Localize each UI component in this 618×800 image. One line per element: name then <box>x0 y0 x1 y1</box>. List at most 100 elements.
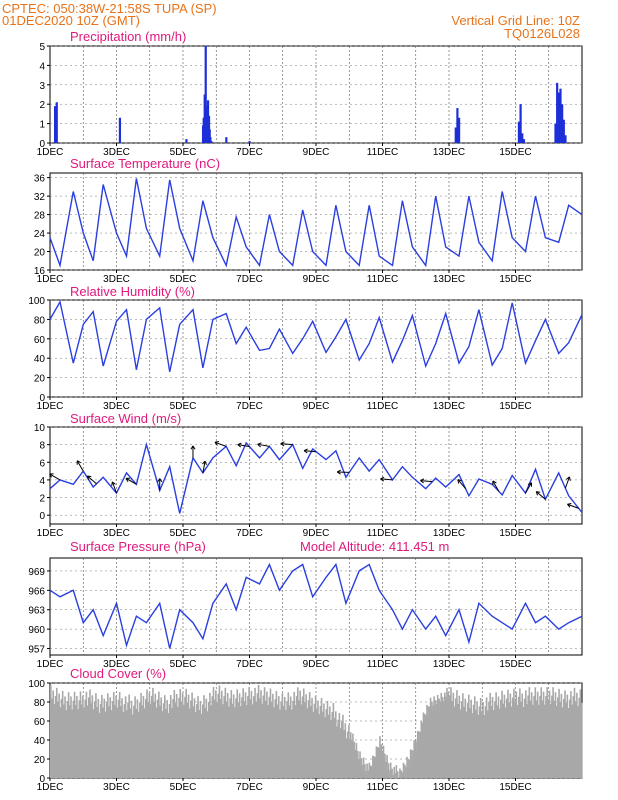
cloud-bar <box>78 700 81 778</box>
cloud-bar <box>224 687 227 778</box>
cloud-bar <box>343 729 345 778</box>
cloud-bar <box>324 717 326 778</box>
precip-bar <box>456 108 459 143</box>
wind-arrow-head <box>420 478 425 484</box>
precip-bar <box>559 88 562 143</box>
x-tick-label: 9DEC <box>303 782 330 793</box>
precip-bar <box>457 117 461 143</box>
cloud-bar <box>118 691 121 778</box>
x-tick-label: 15DEC <box>499 147 531 158</box>
x-tick-label: 3DEC <box>103 782 130 793</box>
x-tick-label: 7DEC <box>236 401 263 412</box>
cloud-bar <box>126 710 128 778</box>
wind-arrow-head <box>280 441 285 447</box>
cloud-bar <box>492 710 495 778</box>
cloud-bar <box>279 709 281 778</box>
precip-bar <box>554 123 557 143</box>
cloud-bar <box>399 768 401 778</box>
cloud-bar <box>209 692 211 778</box>
cloud-bar <box>156 699 159 778</box>
cloud-bar <box>466 703 469 778</box>
cloud-bar <box>292 700 294 778</box>
wind-arrow-head <box>303 448 308 454</box>
y-tick-label: 0 <box>39 393 45 404</box>
cloud-bar <box>172 699 174 778</box>
cloud-bar <box>173 690 176 778</box>
cloud-bar <box>506 698 508 778</box>
cloud-bar <box>263 687 266 778</box>
wind-arrow <box>257 443 270 447</box>
cloud-bar <box>84 699 87 778</box>
panel-title: Relative Humidity (%) <box>70 284 195 299</box>
cloud-bar <box>563 698 565 778</box>
cloud-bar <box>300 704 303 778</box>
temp-series-line <box>49 178 583 269</box>
wind-arrow <box>380 478 393 481</box>
cloud-bar <box>298 700 300 778</box>
cloud-bar <box>154 693 157 778</box>
x-tick-label: 7DEC <box>236 528 263 539</box>
cloud-bar <box>149 703 152 778</box>
cloud-bar <box>59 707 62 778</box>
cloud-bar <box>245 705 248 778</box>
cloud-bar <box>174 702 177 778</box>
cloud-bar <box>137 711 140 778</box>
cloud-bar <box>238 693 241 778</box>
cloud-bar <box>573 687 576 778</box>
wind-arrow-head <box>257 442 262 448</box>
cloud-bar <box>111 701 114 778</box>
cloud-bar <box>63 704 65 778</box>
wind-arrow <box>564 476 570 489</box>
cloud-bar <box>470 699 472 778</box>
wind-arrow-head <box>567 502 572 508</box>
wind-arrow-head <box>190 445 196 450</box>
x-tick-label: 13DEC <box>433 147 465 158</box>
cloud-bar <box>244 692 247 778</box>
y-tick-label: 0 <box>39 139 45 150</box>
cloud-bar <box>323 703 325 778</box>
cloud-bar <box>294 704 297 778</box>
y-tick-label: 0 <box>39 511 45 522</box>
cloud-bar <box>181 692 184 778</box>
cloud-bar <box>498 708 501 778</box>
cloud-bar <box>389 762 392 778</box>
x-tick-label: 5DEC <box>170 659 197 670</box>
cloud-bar <box>528 687 531 778</box>
cloud-bar <box>140 692 142 778</box>
cloud-bar <box>243 701 246 778</box>
cloud-bar <box>339 728 342 778</box>
cloud-bar <box>548 690 551 778</box>
cloud-bar <box>76 696 78 778</box>
pres-series-line <box>49 562 583 649</box>
cloud-bar <box>297 687 299 778</box>
x-tick-label: 7DEC <box>236 659 263 670</box>
cloud-bar <box>307 700 310 778</box>
cloud-bar <box>226 693 229 778</box>
precip-bar <box>55 102 58 143</box>
precip-bar <box>225 137 228 143</box>
cloud-bar <box>344 723 347 778</box>
wind-arrow <box>237 444 250 448</box>
cloud-bar <box>169 695 172 778</box>
cloud-bar <box>357 751 359 778</box>
cloud-bar <box>479 697 482 778</box>
cloud-bar <box>266 691 268 778</box>
cloud-bar <box>203 695 205 778</box>
cloud-bar <box>312 711 315 778</box>
y-tick-label: 20 <box>34 248 46 259</box>
panel-title: Surface Wind (m/s) <box>70 411 181 426</box>
cloud-bar <box>131 714 134 778</box>
y-tick-label: 2 <box>39 100 45 111</box>
wind-arrow <box>280 443 293 446</box>
cloud-bar <box>295 696 298 778</box>
cloud-bar <box>464 698 467 778</box>
cloud-bar <box>555 705 558 778</box>
cloud-bar <box>207 702 210 778</box>
cloud-bar <box>305 694 307 778</box>
cloud-bar <box>278 696 280 778</box>
cloud-bar <box>571 704 573 778</box>
cloud-bar <box>549 704 552 778</box>
cloud-bar <box>123 704 126 778</box>
cloud-bar <box>109 697 111 778</box>
cloud-bar <box>404 764 406 778</box>
